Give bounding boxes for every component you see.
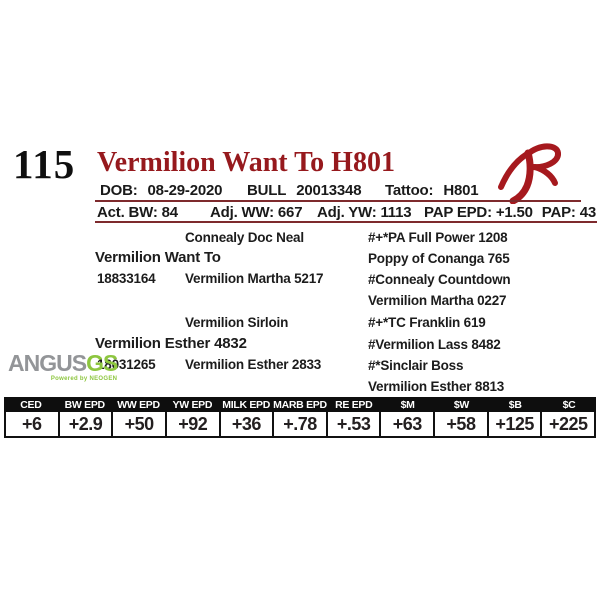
epd-value: +.53 [328, 412, 382, 436]
pap-group: PAP: 43 [542, 204, 596, 221]
epd-table-value-row: +6 +2.9 +50 +92 +36 +.78 +.53 +63 +58 +1… [4, 412, 596, 438]
sire-name: Vermilion Want To [95, 249, 221, 266]
epd-value: +6 [6, 412, 60, 436]
epd-value: +2.9 [60, 412, 114, 436]
epd-header: CED [20, 398, 42, 411]
epd-value: +.78 [274, 412, 328, 436]
animal-title: Vermilion Want To H801 [97, 147, 395, 178]
sire-ancestor-2: Poppy of Conanga 765 [368, 251, 510, 266]
epd-value: +92 [167, 412, 221, 436]
act-bw-value: 84 [161, 204, 179, 221]
reg-number: 20013348 [296, 182, 362, 199]
pap-label: PAP: [541, 204, 576, 221]
dam-ancestor-2: #Vermilion Lass 8482 [368, 337, 501, 352]
sex-value: BULL [247, 182, 287, 199]
dob-group: DOB: 08-29-2020 [100, 182, 222, 199]
adj-ww-label: Adj. WW: [210, 204, 274, 221]
epd-value: +36 [221, 412, 275, 436]
dam-ancestor-1: #+*TC Franklin 619 [368, 315, 486, 330]
sire-reg: 18833164 [97, 271, 156, 286]
vermilion-ranch-brand-icon [498, 143, 561, 204]
epd-header: YW EPD [172, 398, 213, 411]
dam-dam: Vermilion Esther 2833 [185, 357, 322, 372]
sire-ancestor-1: #+*PA Full Power 1208 [368, 230, 508, 245]
sire-ancestor-3: #Connealy Countdown [368, 272, 511, 287]
epd-header: WW EPD [117, 398, 160, 411]
dam-name: Vermilion Esther 4832 [95, 335, 247, 352]
epd-header: $B [508, 398, 522, 411]
dam-reg: 18031265 [97, 357, 156, 372]
epd-header: $W [453, 398, 469, 411]
epd-value: +125 [489, 412, 543, 436]
info-divider [95, 221, 597, 223]
epd-header: $M [400, 398, 415, 411]
tattoo-group: Tattoo: H801 [385, 182, 479, 199]
header-divider [95, 200, 581, 202]
adj-yw-label: Adj. YW: [317, 204, 377, 221]
angus-logo-text: ANGUS [8, 350, 87, 376]
epd-header: MILK EPD [222, 398, 271, 411]
dam-ancestor-3: #*Sinclair Boss [368, 358, 464, 373]
dob-value: 08-29-2020 [147, 182, 223, 199]
epd-header: BW EPD [64, 398, 106, 411]
sire-dam: Vermilion Martha 5217 [185, 271, 324, 286]
epd-header: $C [562, 398, 576, 411]
adj-yw-value: 1113 [380, 204, 412, 221]
pap-epd-label: PAP EPD: [424, 204, 492, 221]
adj-yw-group: Adj. YW: 1113 [317, 204, 412, 221]
epd-value: +50 [113, 412, 167, 436]
pap-epd-value: +1.50 [495, 204, 533, 221]
epd-table-header-row: CED BW EPD WW EPD YW EPD MILK EPD MARB E… [4, 397, 596, 412]
epd-header: RE EPD [335, 398, 373, 411]
lot-number: 115 [13, 141, 76, 187]
tattoo-label: Tattoo: [385, 182, 434, 199]
epd-table: CED BW EPD WW EPD YW EPD MILK EPD MARB E… [4, 397, 596, 438]
act-bw-group: Act. BW: 84 [97, 204, 178, 221]
adj-ww-group: Adj. WW: 667 [210, 204, 303, 221]
tattoo-value: H801 [443, 182, 479, 199]
powered-by-neogen-text: Powered by NEOGEN [50, 376, 118, 382]
gs-logo-text: GS [86, 350, 118, 376]
pap-value: 43 [579, 204, 597, 221]
sire-ancestor-4: Vermilion Martha 0227 [368, 293, 507, 308]
dam-ancestor-4: Vermilion Esther 8813 [368, 379, 505, 394]
adj-ww-value: 667 [277, 204, 303, 221]
epd-header: MARB EPD [273, 398, 327, 411]
pap-epd-group: PAP EPD: +1.50 [424, 204, 533, 221]
dob-label: DOB: [100, 182, 138, 199]
sire-sire: Connealy Doc Neal [185, 230, 304, 245]
epd-value: +58 [435, 412, 489, 436]
dam-sire: Vermilion Sirloin [185, 315, 289, 330]
epd-value: +63 [381, 412, 436, 436]
angus-gs-logo: ANGUSGS Powered by NEOGEN [8, 350, 118, 383]
sex-reg-group: BULL 20013348 [247, 182, 362, 199]
act-bw-label: Act. BW: [97, 204, 158, 221]
epd-value: +225 [548, 413, 588, 434]
